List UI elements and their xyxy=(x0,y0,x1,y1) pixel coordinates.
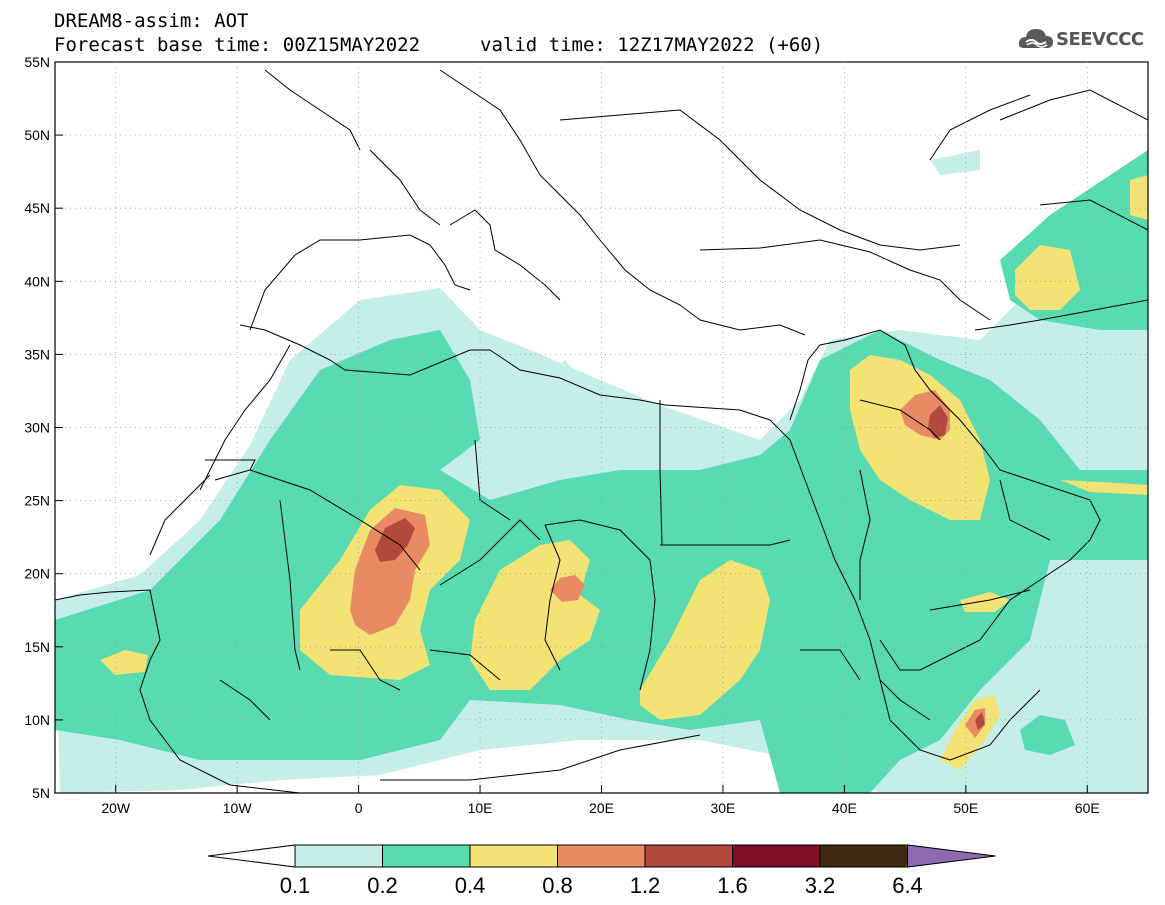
valid-time: valid time: 12Z17MAY2022 (+60) xyxy=(480,34,824,56)
lat-label: 50N xyxy=(24,127,50,143)
lon-label: 0 xyxy=(355,800,363,816)
lat-label: 55N xyxy=(24,54,50,70)
cloud-logo-icon xyxy=(1018,29,1053,48)
colorbar-label: 0.2 xyxy=(367,873,398,898)
logo-text: SEEVCCC xyxy=(1056,29,1144,50)
colorbar-label: 1.6 xyxy=(717,873,748,898)
lon-label: 20W xyxy=(101,800,131,816)
colorbar-label: 0.1 xyxy=(280,873,311,898)
colorbar-box xyxy=(294,844,383,868)
colorbar-box xyxy=(469,844,558,868)
lat-label: 20N xyxy=(24,566,50,582)
lat-label: 35N xyxy=(24,346,50,362)
colorbar-labels: 0.1 0.2 0.4 0.8 1.2 1.6 3.2 6.4 xyxy=(280,873,923,898)
latitude-labels: 55N 50N 45N 40N 35N 30N 25N 20N 15N 10N 5N xyxy=(24,54,50,801)
colorbar-label: 0.4 xyxy=(455,873,486,898)
graticule xyxy=(55,61,1148,794)
country-borders xyxy=(55,69,1148,793)
colorbar-boxes xyxy=(207,844,996,868)
colorbar-box xyxy=(819,844,908,868)
lat-label: 5N xyxy=(32,785,50,801)
colorbar-box xyxy=(644,844,733,868)
lat-label: 40N xyxy=(24,273,50,289)
lon-label: 60E xyxy=(1075,800,1100,816)
lon-label: 10W xyxy=(223,800,253,816)
lon-label: 30E xyxy=(710,800,735,816)
lon-label: 10E xyxy=(468,800,493,816)
colorbar-label: 0.8 xyxy=(542,873,573,898)
lon-label: 50E xyxy=(953,800,978,816)
lat-label: 15N xyxy=(24,639,50,655)
colorbar-box xyxy=(557,844,646,868)
colorbar-box xyxy=(382,844,471,868)
colorbar-box xyxy=(732,844,821,868)
colorbar-label: 1.2 xyxy=(630,873,661,898)
colorbar-low-arrow xyxy=(207,844,296,868)
colorbar-label: 6.4 xyxy=(892,873,923,898)
chart-subtitle: Forecast base time: 00Z15MAY2022 valid ti… xyxy=(54,34,823,56)
colorbar-label: 3.2 xyxy=(805,873,836,898)
base-time: Forecast base time: 00Z15MAY2022 xyxy=(54,34,421,56)
lon-label: 20E xyxy=(589,800,614,816)
lat-label: 45N xyxy=(24,200,50,216)
longitude-labels: 20W 10W 0 10E 20E 30E 40E 50E 60E xyxy=(101,800,1099,816)
lat-label: 10N xyxy=(24,712,50,728)
chart-title: DREAM8-assim: AOT xyxy=(54,10,249,32)
lat-label: 30N xyxy=(24,420,50,436)
colorbar-high-arrow xyxy=(907,844,996,868)
aot-contours xyxy=(55,69,1148,793)
lon-label: 40E xyxy=(832,800,857,816)
seevccc-logo: SEEVCCC xyxy=(1018,24,1153,54)
lat-label: 25N xyxy=(24,493,50,509)
